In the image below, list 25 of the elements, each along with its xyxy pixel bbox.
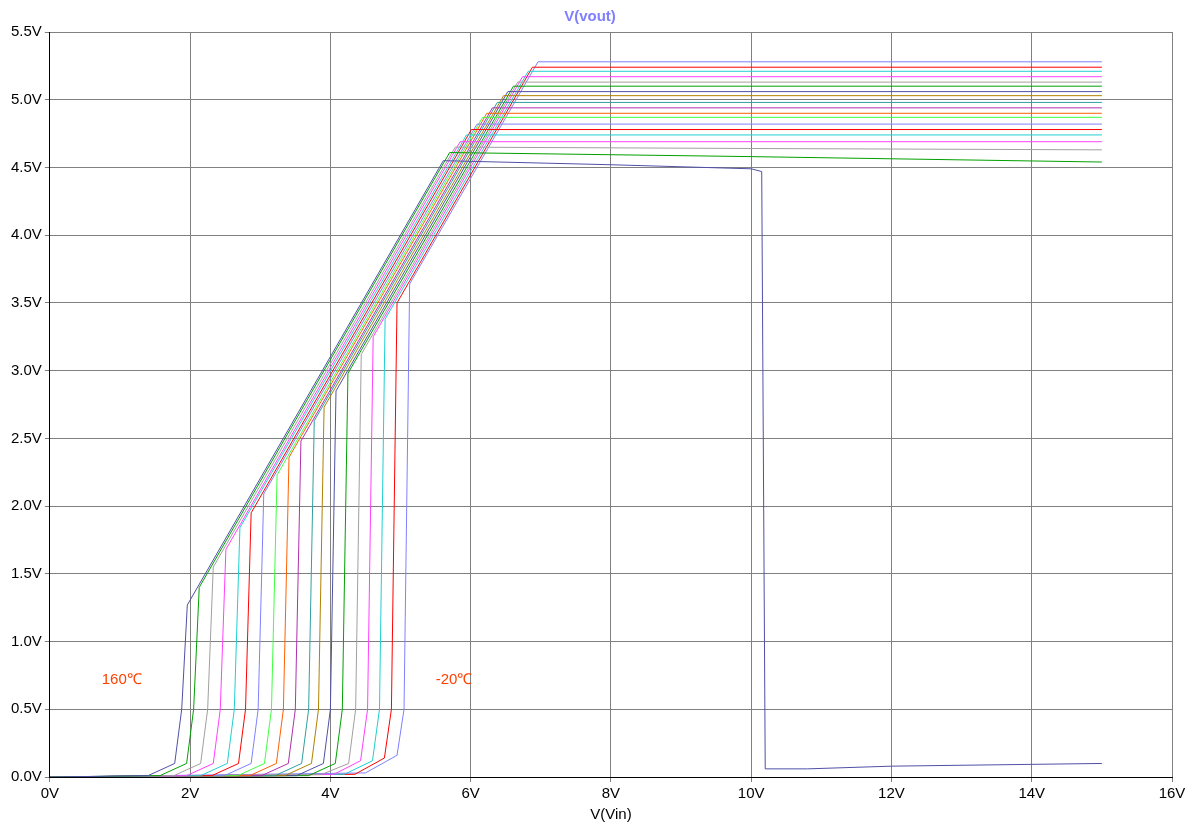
- y-tick-label: 2.0V: [11, 496, 42, 514]
- annotation: -20℃: [435, 670, 473, 688]
- y-tick-label: 1.0V: [11, 631, 42, 649]
- y-tick-label: 1.5V: [11, 563, 42, 581]
- x-tick-label: 14V: [1018, 784, 1046, 802]
- x-tick-label: 12V: [878, 784, 905, 802]
- x-tick-label: 8V: [601, 784, 621, 802]
- y-tick-label: 3.0V: [11, 360, 42, 378]
- y-tick-label: 5.5V: [11, 22, 42, 40]
- y-tick-label: 3.5V: [11, 293, 42, 311]
- x-tick-label: 10V: [737, 784, 765, 802]
- x-axis-title: V(Vin): [590, 805, 632, 823]
- x-tick-label: 0V: [40, 784, 60, 802]
- y-tick-label: 4.0V: [11, 225, 42, 243]
- annotation: 160℃: [101, 670, 142, 688]
- x-tick-label: 6V: [461, 784, 480, 802]
- y-tick-label: 2.5V: [11, 428, 42, 446]
- x-tick-label: 4V: [321, 784, 340, 802]
- y-tick-label: 0.5V: [11, 699, 42, 717]
- y-tick-label: 5.0V: [11, 89, 42, 107]
- x-tick-label: 2V: [180, 784, 200, 802]
- y-tick-label: 0.0V: [11, 767, 42, 785]
- x-tick-label: 16V: [1158, 784, 1186, 802]
- chart-title: V(vout): [564, 7, 616, 25]
- y-tick-label: 4.5V: [11, 157, 42, 175]
